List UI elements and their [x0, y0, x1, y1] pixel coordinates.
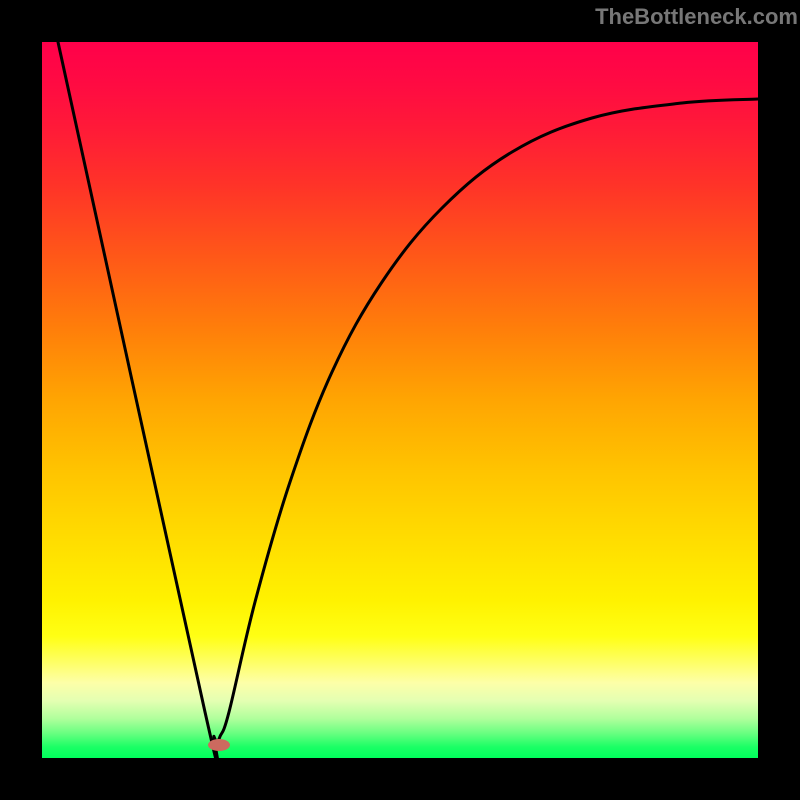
minimum-marker: [208, 739, 230, 751]
attribution-text: TheBottleneck.com: [595, 4, 798, 30]
bottleneck-chart: [0, 0, 800, 800]
gradient-plot-area: [42, 42, 758, 758]
